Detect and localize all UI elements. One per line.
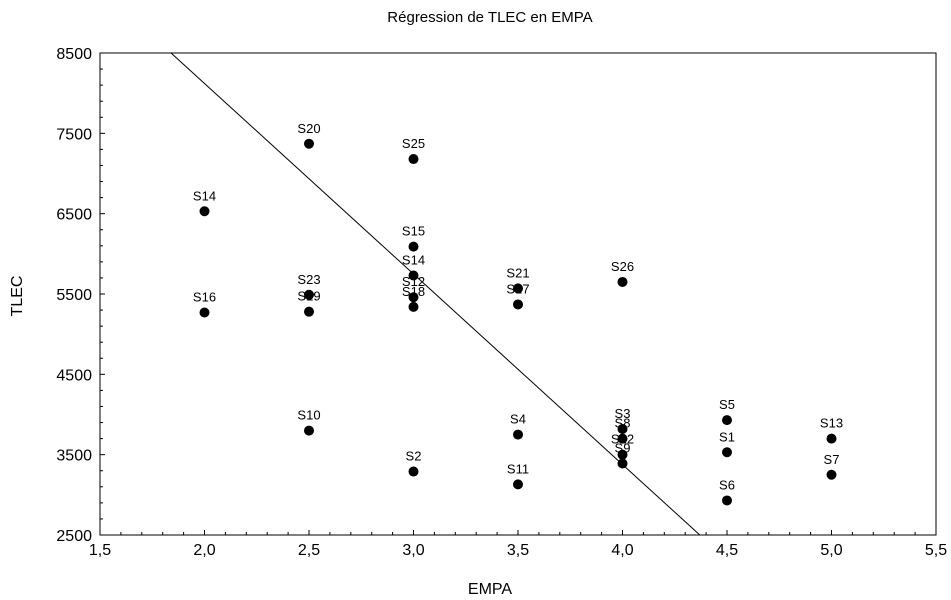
data-point-label: S10 [297, 408, 320, 423]
data-point [722, 415, 732, 426]
y-tick-label: 3500 [56, 448, 92, 465]
data-point-label: S2 [406, 449, 422, 464]
data-point [199, 206, 210, 217]
y-axis-label: TLEC [9, 276, 26, 317]
y-tick-label: 7500 [56, 126, 92, 143]
data-point [513, 283, 523, 294]
data-point [617, 276, 628, 287]
x-tick-label: 5,0 [820, 542, 842, 559]
x-tick-label: 2,0 [193, 542, 215, 559]
x-tick-label: 2,5 [298, 542, 320, 559]
data-point-label: S19 [297, 289, 320, 304]
data-point-label: S11 [507, 461, 529, 476]
data-point [617, 449, 628, 460]
data-point [617, 433, 628, 444]
data-point-label: S21 [506, 265, 529, 280]
y-axis-ticks: 2500 3500 4500 5500 6500 7500 8500 [56, 46, 105, 545]
x-tick-label: 4,0 [611, 542, 633, 559]
regression-line [170, 52, 701, 536]
x-tick-label: 3,0 [402, 542, 424, 559]
data-point-label: S4 [510, 412, 526, 427]
data-point [513, 479, 523, 490]
data-point [513, 429, 523, 440]
x-tick-label: 5,5 [925, 542, 947, 559]
data-point [408, 292, 419, 303]
y-tick-label: 2500 [56, 528, 92, 545]
data-point-label: S12 [402, 274, 425, 289]
data-point [408, 154, 419, 165]
data-point-label: S8 [615, 416, 631, 431]
y-tick-label: 6500 [56, 207, 92, 224]
data-point-label: S6 [719, 477, 735, 492]
data-point [304, 425, 314, 436]
data-point [722, 495, 732, 506]
data-point-label: S1 [719, 429, 735, 444]
data-point-label: S23 [297, 272, 320, 287]
data-point-label: S14 [402, 253, 425, 268]
data-point-label: S7 [824, 452, 840, 467]
data-point-label: S17 [506, 281, 529, 296]
data-point-label: S18 [402, 284, 425, 299]
data-point-label: S14 [193, 188, 216, 203]
data-point [304, 138, 314, 149]
data-point [826, 469, 837, 480]
data-point [617, 458, 628, 469]
data-point [408, 270, 419, 281]
x-tick-label: 1,5 [89, 542, 111, 559]
data-point [408, 301, 419, 312]
data-point-label: S15 [402, 224, 425, 239]
data-point-label: S13 [820, 416, 843, 431]
y-tick-label: 4500 [56, 367, 92, 384]
data-point-label: S9 [615, 441, 631, 456]
data-point [304, 289, 314, 300]
regression-line-group [170, 52, 701, 536]
y-tick-label: 8500 [56, 46, 92, 63]
x-axis-label: EMPA [468, 581, 512, 598]
data-point [408, 241, 419, 252]
data-point-label: S22 [611, 432, 634, 447]
data-point [199, 307, 210, 318]
data-point-label: S5 [719, 397, 735, 412]
data-point-label: S25 [402, 136, 425, 151]
data-point [513, 299, 523, 310]
y-tick-label: 5500 [56, 287, 92, 304]
data-point [408, 466, 419, 477]
data-point [304, 306, 314, 317]
data-point-label: S16 [193, 289, 216, 304]
x-tick-label: 4,5 [716, 542, 738, 559]
data-point-label: S26 [611, 259, 634, 274]
x-axis-ticks: 1,5 2,0 2,5 3,0 3,5 4,0 4,5 5,0 5,5 [89, 530, 947, 559]
x-tick-label: 3,5 [507, 542, 529, 559]
data-point [722, 447, 732, 458]
chart-title: Régression de TLEC en EMPA [387, 9, 592, 26]
data-point-label: S3 [615, 406, 631, 421]
data-point [617, 423, 628, 434]
data-point-label: S20 [297, 121, 320, 136]
data-points: S14S16S20S23S19S10S25S15S14S12S18S2S21S1… [193, 121, 843, 506]
data-point [826, 433, 837, 444]
